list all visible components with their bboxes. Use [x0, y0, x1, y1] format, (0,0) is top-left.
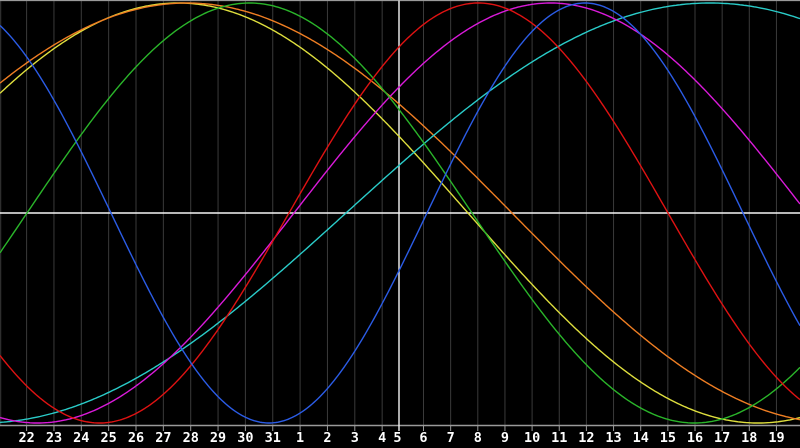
day-label: 25 [101, 430, 117, 446]
green-cycle-curve [0, 2, 800, 424]
day-label: 5 [393, 430, 401, 446]
day-label: 4 [378, 430, 386, 446]
day-label: 26 [128, 430, 144, 446]
day-label: 3 [351, 430, 359, 446]
day-label: 27 [155, 430, 171, 446]
day-label: 29 [210, 430, 226, 446]
yellow-cycle-curve [0, 2, 800, 424]
red-cycle-curve [0, 2, 800, 424]
blue-cycle-curve [0, 2, 800, 424]
day-label: 13 [605, 430, 621, 446]
magenta-cycle-curve [0, 2, 800, 424]
day-label: 12 [578, 430, 594, 446]
day-label: 14 [633, 430, 649, 446]
day-label: 30 [237, 430, 253, 446]
day-label: 2 [323, 430, 331, 446]
day-label: 6 [419, 430, 427, 446]
day-label: 11 [551, 430, 567, 446]
day-label: 9 [501, 430, 509, 446]
day-label: 28 [183, 430, 199, 446]
day-label: 23 [46, 430, 62, 446]
day-label: 24 [73, 430, 89, 446]
day-label: 10 [524, 430, 540, 446]
day-label: 19 [768, 430, 784, 446]
day-label: 17 [714, 430, 730, 446]
day-label: 8 [474, 430, 482, 446]
day-label: 7 [447, 430, 455, 446]
orange-cycle-curve [0, 2, 800, 421]
day-label: 15 [660, 430, 676, 446]
day-label: 22 [18, 430, 34, 446]
day-label: 18 [741, 430, 757, 446]
day-label: 1 [296, 430, 304, 446]
day-label: 31 [265, 430, 281, 446]
cyan-cycle-curve [0, 2, 800, 424]
day-label: 16 [687, 430, 703, 446]
